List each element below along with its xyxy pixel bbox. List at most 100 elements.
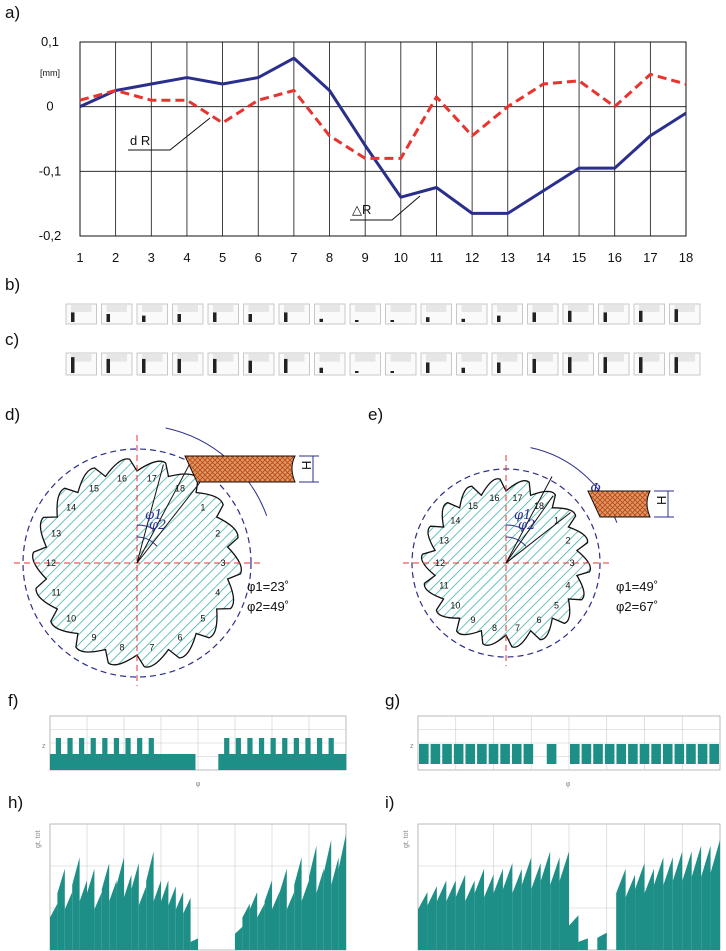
profile-bar <box>710 839 720 950</box>
base-bar <box>282 754 289 770</box>
profile-bar <box>672 851 683 950</box>
strip-mark <box>71 312 75 322</box>
profile-bar <box>235 926 243 950</box>
profile-bar <box>455 874 466 950</box>
tooth-label: 10 <box>450 600 460 610</box>
base-bar <box>258 754 266 770</box>
segment-bar <box>593 744 603 764</box>
profile-bar <box>569 915 579 950</box>
profile-bar <box>161 880 169 950</box>
base-bar <box>270 754 277 770</box>
y-unit-label: [mm] <box>40 68 60 78</box>
strip-mark <box>639 310 643 322</box>
panel-label-h: h) <box>8 793 23 812</box>
tooth-label: 18 <box>175 484 185 494</box>
base-bar <box>229 754 237 770</box>
strip-mark <box>461 367 465 373</box>
base-bar <box>177 754 184 770</box>
base-bar <box>293 754 300 770</box>
tooth-label: 1 <box>554 516 559 526</box>
base-bar <box>148 754 155 770</box>
profile-bar <box>682 851 692 950</box>
tooth-label: 2 <box>566 535 571 545</box>
base-bar <box>61 754 68 770</box>
strip-cell-shade <box>461 305 482 312</box>
series-delta-r-line <box>79 56 687 215</box>
strip-mark <box>248 360 252 373</box>
strip-mark <box>603 312 607 322</box>
profile-bar <box>124 874 132 950</box>
base-bar <box>241 754 248 770</box>
tooth-label: 10 <box>66 613 76 623</box>
segment-bar <box>465 744 476 764</box>
strip-cell-shade <box>426 305 447 312</box>
x-tick-label: 13 <box>501 250 515 265</box>
base-bar <box>50 754 57 770</box>
strip-mark <box>284 358 288 373</box>
strip-mark <box>426 317 430 322</box>
tooth-label: 18 <box>534 501 544 511</box>
base-bar <box>305 754 312 770</box>
x-tick-label: 3 <box>148 250 155 265</box>
tooth-label: 9 <box>470 615 475 625</box>
profile-bar <box>653 857 664 950</box>
y-axis-label: gt, tot <box>403 830 410 848</box>
strip-mark <box>319 318 323 322</box>
segment-bar <box>477 744 487 764</box>
base-bar <box>142 754 150 770</box>
base-bar <box>328 754 335 770</box>
tooth-label: 17 <box>512 493 522 503</box>
tooth-label: 4 <box>215 587 220 597</box>
strip-mark <box>603 357 607 373</box>
strip-mark <box>497 362 501 373</box>
d-r-callout: d R <box>130 133 150 148</box>
profile-bar <box>87 868 95 950</box>
segment-bar <box>651 744 661 764</box>
delta-r-callout: △R <box>352 202 371 217</box>
x-tick-label: 7 <box>290 250 297 265</box>
segment-bar <box>628 744 638 764</box>
profile-bar <box>50 903 58 950</box>
strip-cell-shade <box>71 354 92 362</box>
x-tick-label: 1 <box>76 250 83 265</box>
strip-cell-shade <box>106 305 127 312</box>
segment-bar <box>419 744 429 764</box>
profile-bar <box>338 834 346 950</box>
base-bar <box>218 754 225 770</box>
tooth-label: 3 <box>569 558 574 568</box>
profile-bar <box>101 863 110 950</box>
strip-mark <box>568 357 572 373</box>
tooth-label: 5 <box>200 613 205 623</box>
panel-label-d: d) <box>5 405 20 424</box>
profile-bar <box>331 857 339 950</box>
y-axis-label: gt, tot <box>35 830 42 848</box>
angle-arc-phi2 <box>505 536 527 547</box>
base-bar <box>84 754 92 770</box>
x-tick-label: 4 <box>183 250 190 265</box>
panel-label-g: g) <box>385 691 400 710</box>
tooth-label: 1 <box>200 503 205 513</box>
strip-mark <box>142 315 146 322</box>
strip-cell-shade <box>71 305 92 312</box>
segment-bar <box>546 744 557 764</box>
strip-mark <box>355 320 359 322</box>
segment-bar <box>488 744 499 764</box>
profile-bar <box>635 863 645 950</box>
panel-label-c: c) <box>5 330 19 349</box>
base-bar <box>299 754 306 770</box>
profile-bar <box>512 868 522 950</box>
tooth-bar <box>316 738 323 754</box>
tooth-label: 12 <box>435 558 445 568</box>
strip-cell-shade <box>177 305 198 312</box>
panel-label-a: a) <box>5 3 20 22</box>
profile-bar <box>301 880 309 950</box>
y-tick-label: 0,1 <box>41 34 59 49</box>
strip-cell-shade <box>319 354 340 362</box>
strip-cell-shade <box>355 354 376 362</box>
strip-mark <box>497 315 501 322</box>
phi2-label: φ2 <box>518 518 535 533</box>
segment-bar <box>523 744 534 764</box>
tooth-label: 8 <box>120 643 125 653</box>
base-bar <box>90 754 97 770</box>
profile-bar <box>264 880 272 950</box>
